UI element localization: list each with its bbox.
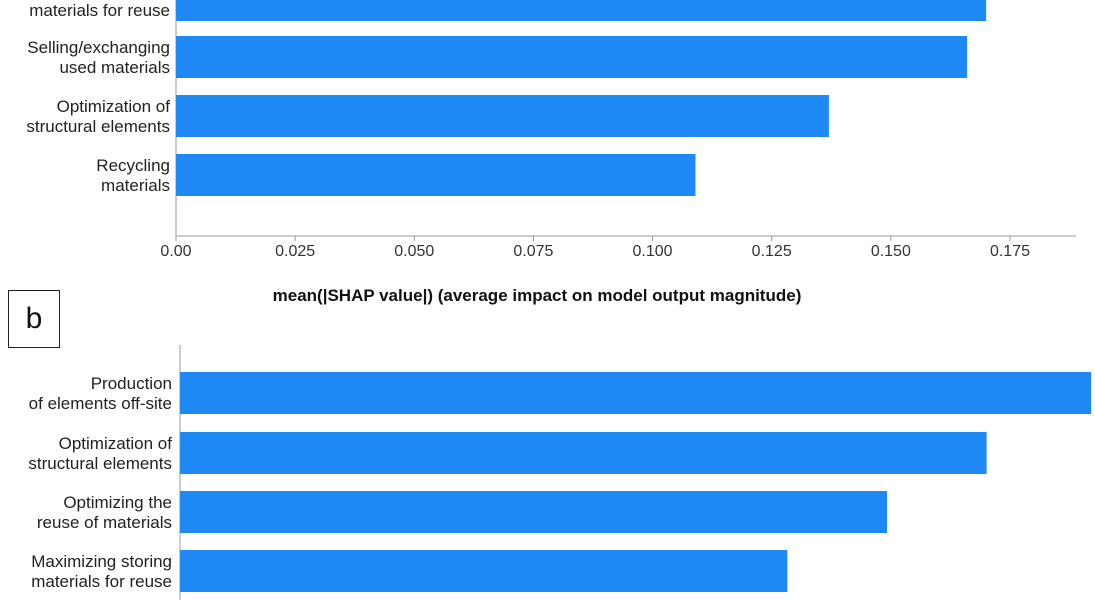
panel-label-text: b — [25, 302, 43, 335]
chart-a-bar-2 — [176, 36, 968, 78]
chart-a-category-label-3: Optimization of structural elements — [26, 97, 170, 136]
chart-b-category-label-4: Maximizing storing materials for reuse — [31, 552, 172, 591]
chart-a-x-tick-label-6: 0.125 — [752, 243, 792, 260]
chart-a-x-tick-label-1: 0.00 — [160, 243, 191, 260]
chart-b-bar-3 — [180, 491, 887, 533]
panel-label-b: b — [8, 290, 60, 348]
chart-a-category-label-4: Recycling materials — [96, 156, 170, 195]
chart-a-x-tick-label-2: 0.025 — [275, 243, 315, 260]
chart-b-category-label-1: Production of elements off-site — [29, 374, 172, 413]
chart-a-bar-1 — [176, 0, 987, 21]
chart-a-x-tick-label-7: 0.150 — [871, 243, 911, 260]
chart-b-bar-1 — [180, 372, 1091, 414]
chart-a-x-tick-label-8: 0.175 — [990, 243, 1030, 260]
chart-a-x-tick-label-3: 0.050 — [394, 243, 434, 260]
chart-b-bar-4 — [180, 550, 788, 592]
chart-a-x-axis-title: mean(|SHAP value|) (average impact on mo… — [273, 286, 802, 305]
chart-a-bar-4 — [176, 154, 696, 196]
chart-b-category-label-2: Optimization of structural elements — [28, 434, 172, 473]
chart-a-category-label-2: Selling/exchanging used materials — [27, 38, 170, 77]
chart-a-bar-3 — [176, 95, 829, 137]
chart-a-x-tick-label-4: 0.075 — [513, 243, 553, 260]
chart-b-category-label-3: Optimizing the reuse of materials — [37, 493, 172, 532]
chart-a-x-tick-label-5: 0.100 — [633, 243, 673, 260]
chart-b-bar-2 — [180, 432, 987, 474]
